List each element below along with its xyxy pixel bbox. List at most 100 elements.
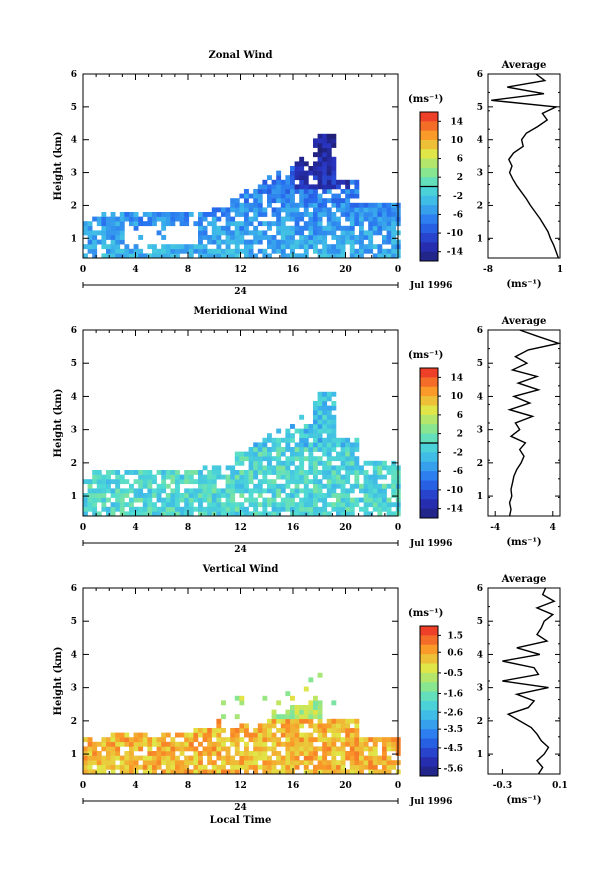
heatmap-cell <box>142 497 148 503</box>
heatmap-cell <box>322 225 328 231</box>
heatmap-cell <box>106 755 111 761</box>
heatmap-cell <box>299 705 305 710</box>
heatmap-cell <box>221 511 226 517</box>
heatmap-cell <box>276 460 282 466</box>
heatmap-cell <box>299 437 305 443</box>
colorbar-tick-label: 14 <box>450 373 463 383</box>
heatmap-cell <box>336 437 341 443</box>
heatmap-cell <box>156 746 162 752</box>
heatmap-cell <box>391 207 397 213</box>
heatmap-cell <box>124 212 130 217</box>
heatmap-cell <box>110 248 116 254</box>
heatmap-cell <box>184 755 190 761</box>
heatmap-cell <box>308 723 314 729</box>
heatmap-cell <box>285 437 291 443</box>
heatmap-cell <box>299 166 305 171</box>
heatmap-cell <box>345 184 351 190</box>
heatmap-cell <box>377 244 383 250</box>
heatmap-cell <box>294 714 300 720</box>
heatmap-cell <box>175 479 180 485</box>
heatmap-cell <box>267 760 272 766</box>
heatmap-cell <box>129 511 134 517</box>
heatmap-cell <box>244 193 249 199</box>
heatmap-cell <box>198 221 203 227</box>
heatmap-cell <box>119 502 125 508</box>
heatmap-cell <box>345 216 351 222</box>
heatmap-cell <box>271 189 277 194</box>
heatmap-cell <box>340 764 346 770</box>
heatmap-cell <box>331 253 337 259</box>
heatmap-cell <box>294 216 300 222</box>
heatmap-cell <box>216 769 222 775</box>
heatmap-cell <box>257 451 263 457</box>
heatmap-cell <box>115 483 121 489</box>
heatmap-cell <box>115 741 121 747</box>
heatmap-cell <box>313 456 318 462</box>
heatmap-cell <box>322 161 328 167</box>
heatmap-cell <box>326 460 332 466</box>
heatmap-cell <box>234 506 240 512</box>
heatmap-cell <box>386 483 392 489</box>
heatmap-cell <box>359 202 364 208</box>
heatmap-cell <box>253 193 259 199</box>
heatmap-cell <box>331 456 337 462</box>
heatmap-cell <box>147 244 153 250</box>
heatmap-cell <box>285 212 291 217</box>
heatmap-cell <box>92 253 98 259</box>
heatmap-cell <box>115 474 121 480</box>
heatmap-cell <box>377 755 383 761</box>
profile-y-tick-label: 5 <box>477 103 483 113</box>
heatmap-cell <box>92 488 98 494</box>
heatmap-cell <box>115 497 121 503</box>
heatmap-cell <box>322 465 328 471</box>
heatmap-cell <box>142 221 148 227</box>
heatmap-cell <box>372 497 378 503</box>
heatmap-cell <box>349 207 355 213</box>
heatmap-cell <box>303 198 309 204</box>
heatmap-cell <box>110 741 116 747</box>
heatmap-cell <box>202 235 208 240</box>
heatmap-cell <box>368 751 374 756</box>
heatmap-cell <box>83 760 88 766</box>
heatmap-cell <box>234 714 240 720</box>
heatmap-cell <box>211 465 217 471</box>
heatmap-cell <box>202 225 208 231</box>
heatmap-cell <box>326 760 332 766</box>
heatmap-cell <box>359 506 364 512</box>
heatmap-cell <box>152 474 157 480</box>
heatmap-cell <box>280 502 286 508</box>
heatmap-cell <box>142 769 148 775</box>
heatmap-cell <box>326 465 332 471</box>
heatmap-cell <box>317 170 323 176</box>
heatmap-cell <box>303 225 309 231</box>
heatmap-cell <box>267 221 272 227</box>
heatmap-cell <box>313 225 318 231</box>
heatmap-cell <box>175 248 180 254</box>
heatmap-cell <box>290 244 295 250</box>
heatmap-cell <box>317 184 323 190</box>
heatmap-cell <box>221 207 226 213</box>
heatmap-cell <box>290 248 295 254</box>
heatmap-cell <box>377 460 383 466</box>
heatmap-cell <box>276 244 282 250</box>
heatmap-cell <box>336 737 341 743</box>
heatmap-cell <box>216 751 222 756</box>
heatmap-cell <box>96 230 102 236</box>
heatmap-cell <box>299 230 305 236</box>
heatmap-cell <box>230 728 236 733</box>
heatmap-cell <box>271 179 277 185</box>
heatmap-cell <box>340 460 346 466</box>
heatmap-cell <box>322 396 328 402</box>
heatmap-cell <box>230 248 236 254</box>
heatmap-cell <box>322 414 328 420</box>
heatmap-cell <box>96 493 102 498</box>
heatmap-cell <box>299 175 305 181</box>
heatmap-cell <box>216 723 222 729</box>
heatmap-cell <box>239 212 245 217</box>
heatmap-cell <box>331 437 337 443</box>
heatmap-cell <box>280 235 286 240</box>
heatmap-cell <box>234 202 240 208</box>
colorbar-swatch <box>420 766 438 777</box>
heatmap-cell <box>207 755 213 761</box>
heatmap-cell <box>322 184 328 190</box>
